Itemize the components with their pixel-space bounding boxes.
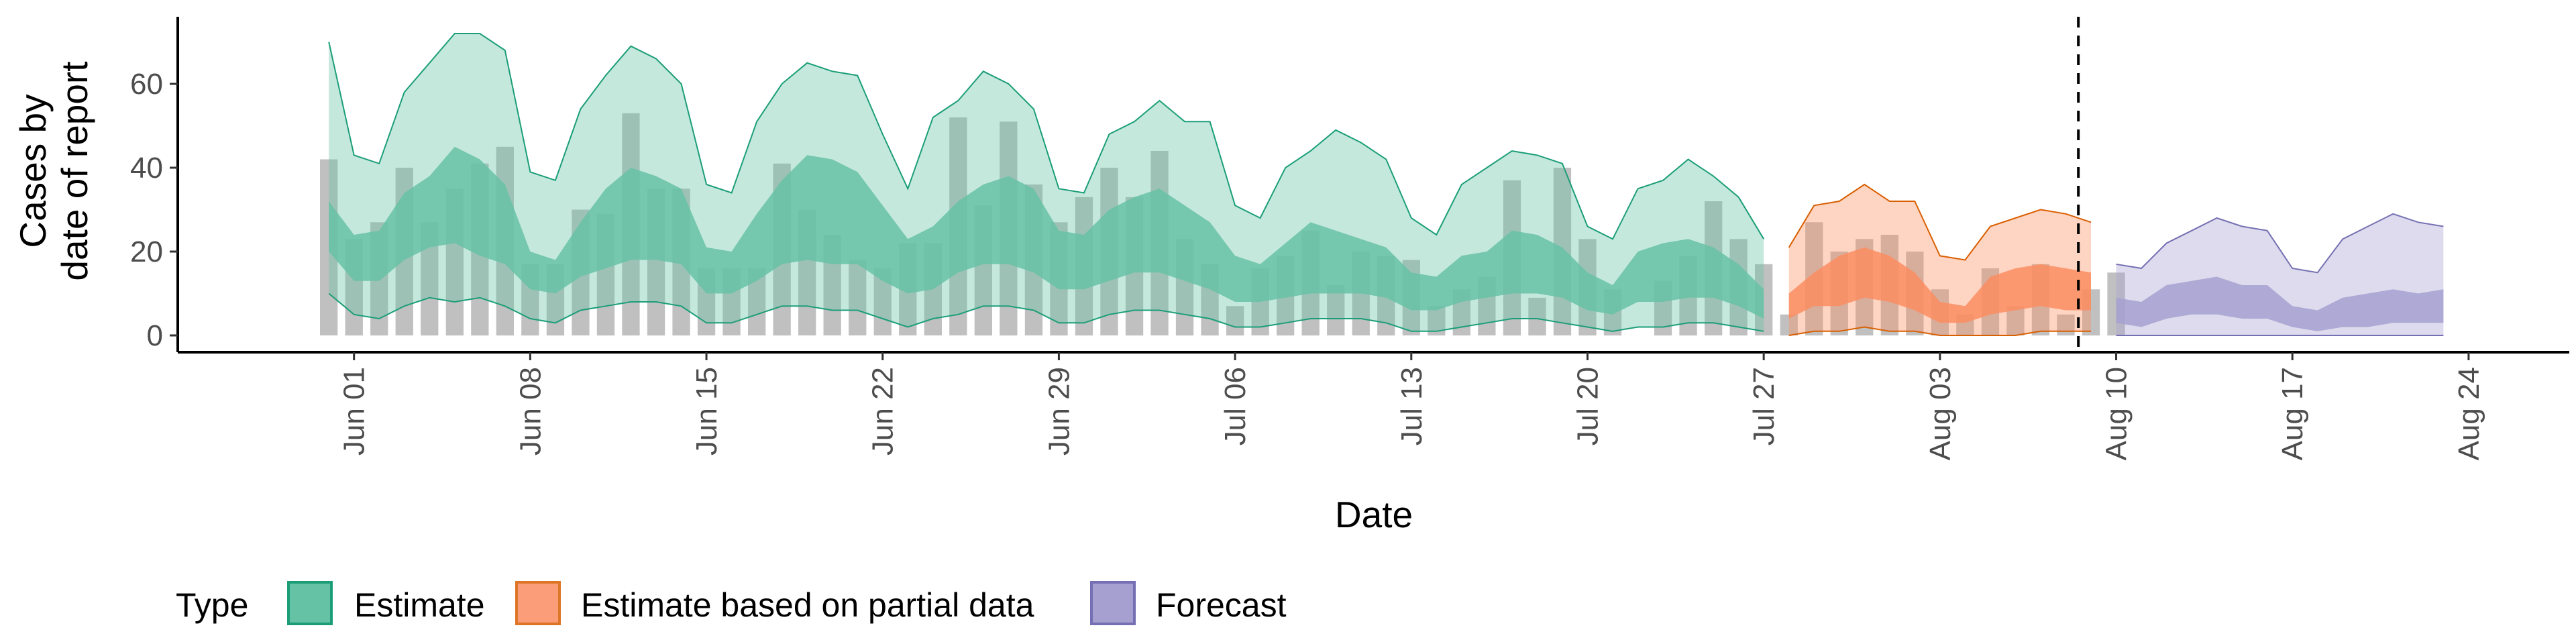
legend-label-partial: Estimate based on partial data	[581, 586, 1034, 624]
estimate-inner-band	[329, 146, 1764, 319]
x-tick-label: Jul 20	[1572, 367, 1605, 445]
forecast-inner-band	[2116, 276, 2444, 331]
estimate-based-on-partial-data-lower-line	[1788, 326, 2091, 336]
x-tick-label: Jul 27	[1748, 367, 1780, 445]
axes: 0 20 40 60 Jun 01 Jun 08 Jun 15 Jun 22 Jun 29 Jul…	[130, 17, 2569, 460]
x-tick-label: Jun 29	[1042, 367, 1075, 455]
y-tick-label: 0	[147, 319, 163, 352]
x-tick-label: Jul 06	[1219, 367, 1252, 445]
estimate-based-on-partial-data-upper-line	[1788, 183, 2092, 261]
legend-key-partial	[515, 581, 561, 625]
x-tick-label: Aug 03	[1924, 367, 1957, 460]
legend-key-estimate	[287, 581, 333, 625]
case-bar	[1226, 306, 1244, 336]
y-tick-label: 60	[130, 68, 163, 101]
x-tick-label: Jul 13	[1395, 367, 1428, 445]
y-tick-label: 20	[130, 235, 163, 268]
x-tick-label: Aug 10	[2100, 367, 2133, 460]
legend-title: Type	[176, 586, 248, 624]
x-tick-label: Aug 17	[2276, 367, 2309, 460]
estimate-based-on-partial-data-inner-band	[1788, 247, 2091, 323]
x-axis-title: Date	[1335, 494, 1413, 535]
x-tick-label: Jun 15	[690, 367, 723, 455]
y-axis-title-line-1: Cases by	[12, 94, 54, 248]
x-tick-label: Aug 24	[2453, 367, 2485, 460]
x-tick-label: Jun 22	[867, 367, 900, 455]
case-bar	[1528, 297, 1546, 336]
legend-label-estimate: Estimate	[354, 586, 485, 624]
legend-key-forecast	[1090, 581, 1136, 625]
legend: Type Estimate Estimate based on partial …	[176, 581, 1287, 625]
case-bar	[2057, 314, 2075, 336]
y-tick-label: 40	[130, 152, 163, 184]
forecast-upper-line	[2116, 213, 2444, 274]
estimate-lower-line	[328, 292, 1764, 332]
x-tick-label: Jun 01	[338, 367, 371, 455]
estimate-ribbons	[328, 33, 2444, 336]
case-bar	[849, 260, 867, 335]
estimate-upper-line	[328, 33, 1765, 240]
y-axis-title-line-2: date of report	[54, 61, 95, 280]
legend-label-forecast: Forecast	[1156, 586, 1287, 624]
x-tick-label: Jun 08	[514, 367, 547, 455]
